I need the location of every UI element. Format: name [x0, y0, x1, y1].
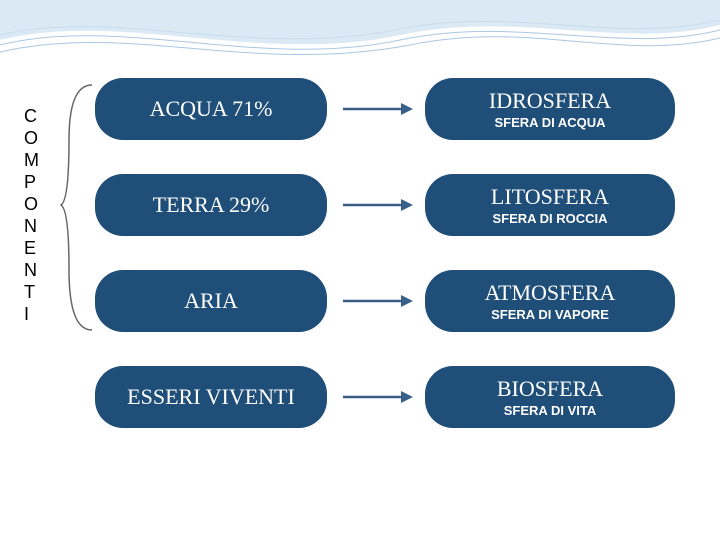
vertical-letter: N — [24, 215, 39, 237]
pill-left-label: TERRA 29% — [153, 192, 270, 218]
pill-right-title: IDROSFERA — [489, 88, 611, 114]
row-esseri-viventi: ESSERI VIVENTI BIOSFERA SFERA DI VITA — [55, 366, 695, 428]
vertical-letter: M — [24, 149, 39, 171]
row-terra: TERRA 29% LITOSFERA SFERA DI ROCCIA — [55, 174, 695, 236]
vertical-letter: E — [24, 237, 39, 259]
vertical-letter: I — [24, 303, 39, 325]
vertical-letter: C — [24, 105, 39, 127]
pill-right-title: BIOSFERA — [497, 376, 603, 402]
vertical-letter: P — [24, 171, 39, 193]
vertical-letter: N — [24, 259, 39, 281]
pill-right-litosfera: LITOSFERA SFERA DI ROCCIA — [425, 174, 675, 236]
pill-right-sub: SFERA DI ACQUA — [495, 115, 606, 130]
arrow-icon — [341, 291, 415, 311]
pill-right-sub: SFERA DI ROCCIA — [492, 211, 607, 226]
row-acqua: ACQUA 71% IDROSFERA SFERA DI ACQUA — [55, 78, 695, 140]
pill-left-label: ARIA — [184, 288, 238, 314]
vertical-letter: O — [24, 193, 39, 215]
top-wave-decor — [0, 0, 720, 70]
pill-left-acqua: ACQUA 71% — [95, 78, 327, 140]
vertical-label-componenti: C O M P O N E N T I — [24, 105, 39, 325]
pill-right-sub: SFERA DI VAPORE — [491, 307, 609, 322]
row-aria: ARIA ATMOSFERA SFERA DI VAPORE — [55, 270, 695, 332]
pill-right-biosfera: BIOSFERA SFERA DI VITA — [425, 366, 675, 428]
pill-left-esseri: ESSERI VIVENTI — [95, 366, 327, 428]
pill-right-title: ATMOSFERA — [485, 280, 616, 306]
arrow-icon — [341, 387, 415, 407]
pill-left-label: ESSERI VIVENTI — [127, 384, 295, 410]
pill-left-label: ACQUA 71% — [150, 96, 273, 122]
vertical-letter: O — [24, 127, 39, 149]
pill-left-terra: TERRA 29% — [95, 174, 327, 236]
pill-right-title: LITOSFERA — [491, 184, 609, 210]
arrow-icon — [341, 99, 415, 119]
pill-right-sub: SFERA DI VITA — [504, 403, 596, 418]
pill-left-aria: ARIA — [95, 270, 327, 332]
pill-right-idrosfera: IDROSFERA SFERA DI ACQUA — [425, 78, 675, 140]
vertical-letter: T — [24, 281, 39, 303]
pill-right-atmosfera: ATMOSFERA SFERA DI VAPORE — [425, 270, 675, 332]
arrow-icon — [341, 195, 415, 215]
rows-container: ACQUA 71% IDROSFERA SFERA DI ACQUA TERRA… — [55, 78, 695, 462]
